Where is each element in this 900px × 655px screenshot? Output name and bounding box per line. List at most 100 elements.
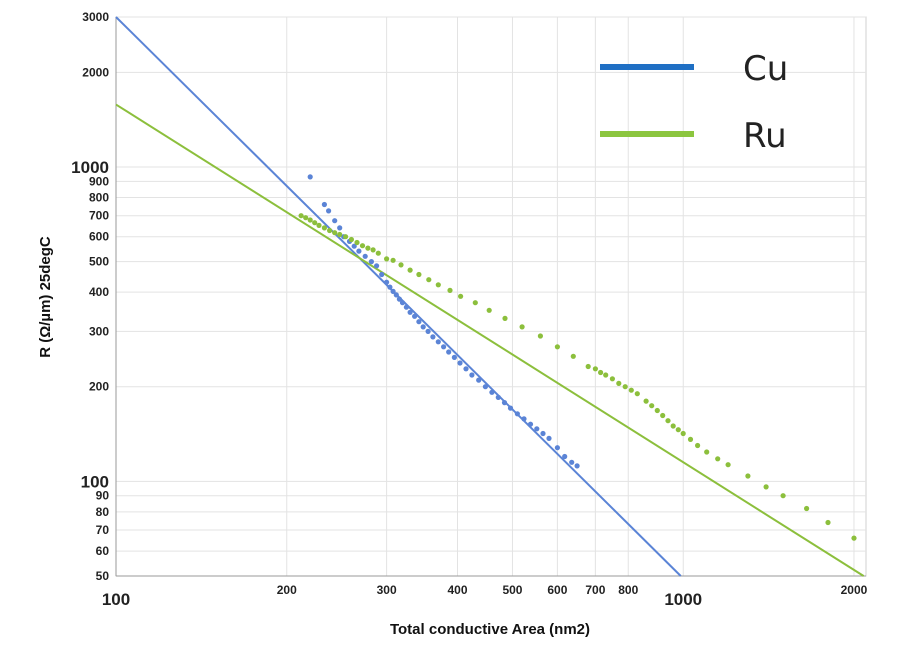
point-cu <box>430 334 436 340</box>
point-ru <box>348 236 354 243</box>
point-cu <box>351 243 357 249</box>
point-ru <box>435 282 441 288</box>
point-ru <box>398 262 404 268</box>
point-cu <box>457 360 463 366</box>
point-cu <box>521 416 527 422</box>
point-ru <box>502 315 508 321</box>
point-ru <box>472 300 478 306</box>
y-tick-label: 300 <box>89 324 109 338</box>
point-cu <box>482 384 488 390</box>
point-ru <box>343 234 349 240</box>
legend-label-cu: Cu <box>743 49 788 89</box>
point-cu <box>469 372 475 378</box>
point-ru <box>585 363 591 370</box>
point-cu <box>390 288 396 294</box>
point-ru <box>687 436 694 442</box>
x-tick-label: 100 <box>102 590 130 609</box>
point-ru <box>603 372 609 378</box>
point-ru <box>321 225 327 231</box>
point-ru <box>447 287 453 293</box>
point-cu <box>396 296 402 302</box>
point-ru <box>695 442 701 449</box>
point-cu <box>384 279 390 285</box>
point-cu <box>554 445 561 451</box>
y-tick-label: 80 <box>96 505 110 519</box>
point-ru <box>303 215 309 221</box>
point-cu <box>321 201 327 208</box>
point-cu <box>569 459 575 465</box>
point-ru <box>670 423 676 429</box>
point-ru <box>407 267 413 273</box>
point-ru <box>332 230 338 236</box>
point-cu <box>540 430 546 437</box>
y-tick-label: 800 <box>89 190 109 204</box>
point-ru <box>725 462 731 468</box>
point-ru <box>570 353 576 359</box>
point-ru <box>634 391 640 397</box>
point-ru <box>337 231 343 238</box>
y-tick-label: 200 <box>89 380 109 394</box>
y-axis-title: R (Ω/µm) 25degC <box>37 236 54 358</box>
point-cu <box>387 284 393 290</box>
point-cu <box>463 366 469 372</box>
point-cu <box>399 300 406 306</box>
point-cu <box>425 328 431 334</box>
point-ru <box>519 324 525 330</box>
point-ru <box>370 247 376 253</box>
x-tick-label: 200 <box>277 583 297 597</box>
point-ru <box>622 384 628 390</box>
point-ru <box>359 243 366 249</box>
fit-lines <box>115 16 865 577</box>
fit-line-cu <box>115 16 682 577</box>
point-ru <box>592 366 599 372</box>
point-ru <box>375 250 381 256</box>
x-axis-title: Total conductive Area (nm2) <box>390 621 590 638</box>
x-tick-label: 1000 <box>664 590 702 609</box>
point-ru <box>537 333 544 339</box>
point-cu <box>501 400 508 406</box>
x-tick-label: 2000 <box>841 583 868 597</box>
legend-label-ru: Ru <box>743 116 787 156</box>
point-cu <box>307 174 313 180</box>
x-tick-labels: 100 200 300 400 500 600 700 800 1000 2000 <box>102 583 868 609</box>
point-ru <box>804 505 810 512</box>
point-ru <box>715 456 721 462</box>
point-ru <box>307 217 313 223</box>
point-ru <box>458 293 464 299</box>
point-ru <box>598 369 604 376</box>
point-cu <box>362 253 368 259</box>
point-ru <box>763 484 769 490</box>
grid <box>115 16 867 577</box>
point-ru <box>616 380 622 386</box>
y-tick-label: 100 <box>81 472 109 491</box>
point-ru <box>390 257 396 263</box>
point-cu <box>574 463 580 469</box>
legend: Cu Ru <box>600 49 788 156</box>
x-tick-label: 300 <box>377 583 397 597</box>
point-cu <box>435 339 441 345</box>
point-ru <box>354 239 360 246</box>
point-cu <box>407 309 413 315</box>
point-ru <box>365 245 371 251</box>
point-ru <box>780 493 786 499</box>
point-cu <box>527 421 534 427</box>
point-cu <box>534 426 540 432</box>
point-ru <box>609 376 616 382</box>
point-cu <box>546 435 552 441</box>
point-ru <box>675 427 681 433</box>
point-ru <box>704 449 710 455</box>
point-cu <box>446 349 452 355</box>
point-cu <box>489 389 495 395</box>
x-tick-label: 400 <box>447 583 467 597</box>
point-ru <box>654 407 660 414</box>
point-cu <box>368 259 374 265</box>
y-tick-label: 900 <box>89 174 109 188</box>
point-cu <box>507 405 514 411</box>
point-ru <box>628 387 634 393</box>
point-ru <box>554 344 561 350</box>
data-points <box>298 174 857 541</box>
point-ru <box>649 403 655 409</box>
point-ru <box>384 256 390 262</box>
point-ru <box>486 307 492 313</box>
